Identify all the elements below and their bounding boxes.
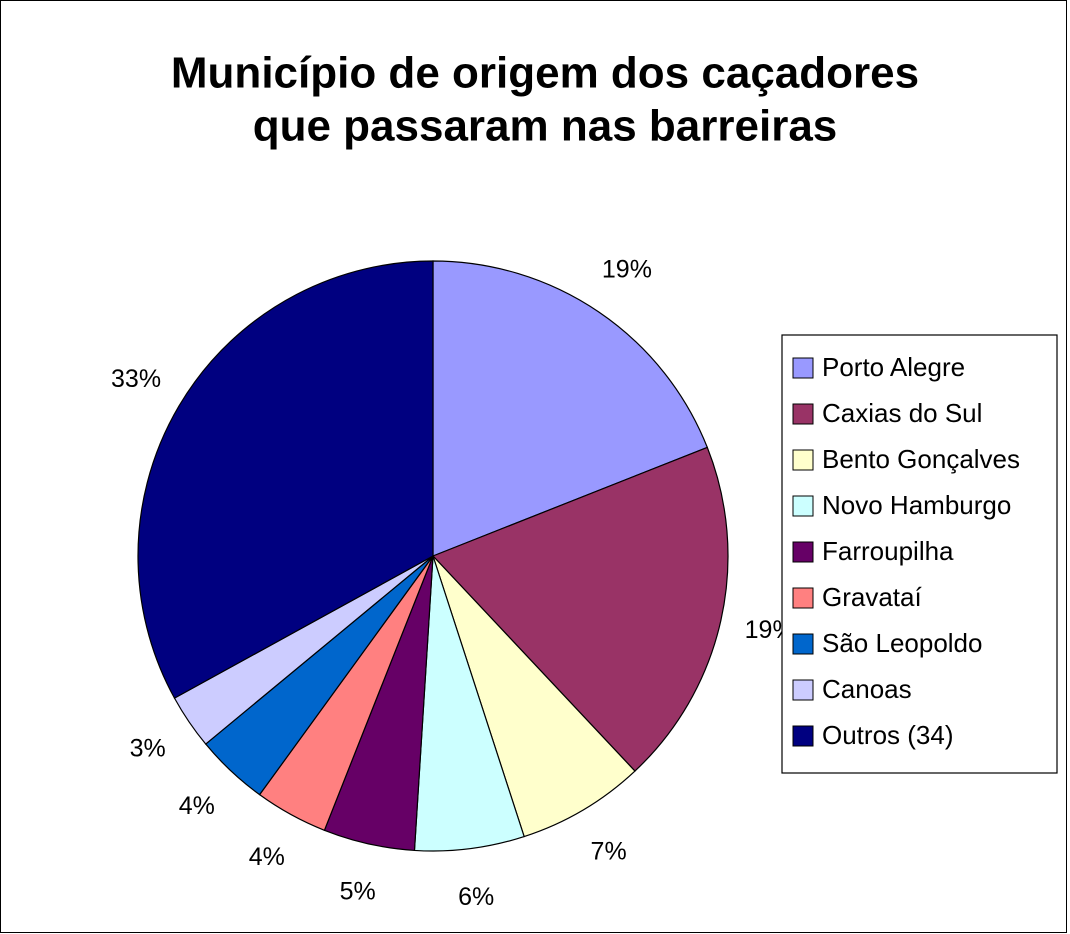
chart-title: que passaram nas barreiras xyxy=(253,102,838,151)
legend-swatch xyxy=(792,357,814,379)
legend-label: Outros (34) xyxy=(822,720,954,750)
pie-slice xyxy=(432,555,636,838)
data-label: 3% xyxy=(130,735,166,763)
pie-slice xyxy=(431,446,729,772)
pie-slice xyxy=(432,260,709,557)
data-label: 33% xyxy=(111,365,161,393)
legend-label: Porto Alegre xyxy=(822,352,965,382)
legend-label: Gravataí xyxy=(822,582,922,612)
legend-label: Caxias do Sul xyxy=(822,398,982,428)
pie-slice xyxy=(137,260,434,699)
legend-label: Novo Hamburgo xyxy=(822,490,1011,520)
data-label: 5% xyxy=(340,877,376,905)
legend-swatch xyxy=(792,541,814,563)
legend-swatch xyxy=(792,587,814,609)
data-label: 4% xyxy=(179,792,215,820)
legend-label: Canoas xyxy=(822,674,912,704)
legend-box xyxy=(781,334,1058,774)
legend-swatch xyxy=(792,403,814,425)
legend-label: Bento Gonçalves xyxy=(822,444,1020,474)
legend-label: São Leopoldo xyxy=(822,628,982,658)
legend-label: Farroupilha xyxy=(822,536,954,566)
data-label: 4% xyxy=(249,843,285,871)
legend-swatch xyxy=(792,633,814,655)
data-label: 19% xyxy=(602,255,652,283)
legend-swatch xyxy=(792,495,814,517)
data-label: 6% xyxy=(458,883,494,911)
legend-swatch xyxy=(792,449,814,471)
legend-swatch xyxy=(792,725,814,747)
chart-title: Município de origem dos caçadores xyxy=(171,49,919,98)
data-label: 7% xyxy=(591,838,627,866)
legend-swatch xyxy=(792,679,814,701)
